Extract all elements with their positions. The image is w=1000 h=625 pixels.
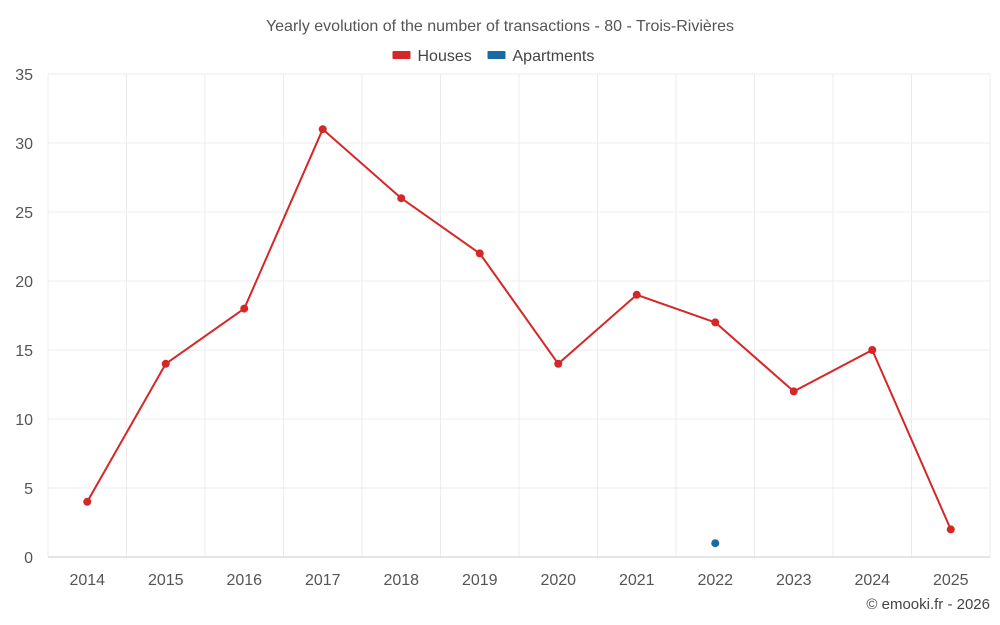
houses-point-2016 [240,304,249,313]
y-tick-label-15: 15 [15,343,33,360]
x-tick-label-2020: 2020 [540,572,576,589]
series-group [83,125,955,548]
houses-point-2020 [554,359,563,368]
x-tick-label-2021: 2021 [619,572,655,589]
credit-text: © emooki.fr - 2026 [866,596,990,613]
houses-point-2019 [475,249,484,258]
houses-point-2015 [161,359,170,368]
x-tick-label-2018: 2018 [383,572,419,589]
legend: Houses Apartments [392,48,595,65]
houses-point-2023 [789,387,798,396]
houses-line [86,128,952,530]
legend-item-apartments: Apartments [487,48,595,65]
y-tick-label-25: 25 [15,205,33,222]
x-axis-ticks: 2014 2015 2016 2017 2018 2019 2020 2021 2022 2023… [69,572,968,589]
x-tick-label-2015: 2015 [148,572,184,589]
y-tick-label-10: 10 [15,412,33,429]
y-axis-ticks: 0 5 10 15 20 25 30 35 [15,67,33,567]
x-tick-label-2019: 2019 [462,572,498,589]
legend-label-apartments: Apartments [513,48,595,65]
x-tick-label-2025: 2025 [933,572,969,589]
houses-point-2014 [83,497,92,506]
houses-point-2022 [711,318,720,327]
houses-point-2024 [868,346,877,354]
x-tick-label-2022: 2022 [697,572,733,589]
x-tick-label-2017: 2017 [305,572,341,589]
x-tick-label-2016: 2016 [226,572,262,589]
gridlines [47,73,991,558]
houses-point-2025 [946,525,955,534]
x-tick-label-2024: 2024 [854,572,890,589]
legend-swatch-apartments [487,51,506,59]
y-tick-label-0: 0 [24,550,33,567]
legend-label-houses: Houses [418,48,472,65]
y-tick-label-5: 5 [24,481,33,498]
y-tick-label-20: 20 [15,274,33,291]
apartments-point-2022 [711,539,720,548]
y-tick-label-35: 35 [15,67,33,84]
houses-point-2021 [632,290,641,299]
x-tick-label-2023: 2023 [776,572,812,589]
legend-item-houses: Houses [392,48,472,65]
chart-title: Yearly evolution of the number of transa… [266,18,734,35]
legend-swatch-houses [392,51,411,59]
houses-point-2018 [397,194,406,203]
houses-point-2017 [318,125,327,134]
x-tick-label-2014: 2014 [69,572,105,589]
y-tick-label-30: 30 [15,136,33,153]
